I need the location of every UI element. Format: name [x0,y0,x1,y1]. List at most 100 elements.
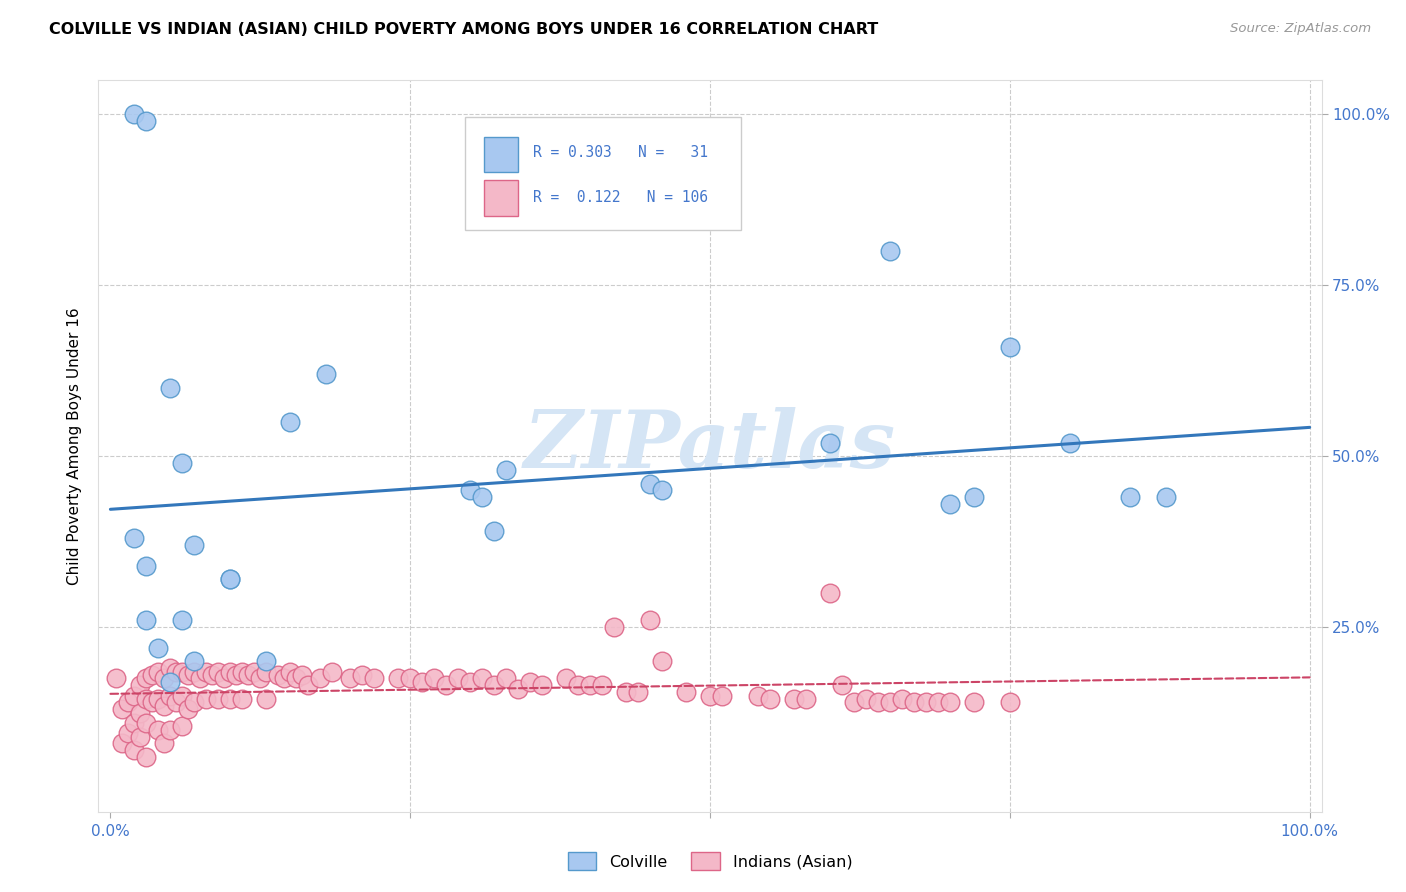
Point [903,695,925,709]
Point [243,665,266,679]
Point [638,613,661,627]
Point [711,689,734,703]
Point [963,695,986,709]
Point [141,668,163,682]
FancyBboxPatch shape [465,117,741,230]
Point [124,715,146,730]
Point [267,668,290,682]
Point [219,572,242,586]
Point [172,613,194,627]
Point [352,668,374,682]
Point [555,672,578,686]
Point [831,678,853,692]
Point [963,490,986,504]
Point [231,692,253,706]
Point [124,743,146,757]
Point [117,695,139,709]
Point [759,692,782,706]
Point [129,730,152,744]
Point [135,750,157,764]
Point [135,114,157,128]
Point [135,613,157,627]
Point [434,678,457,692]
Point [411,674,433,689]
Point [482,524,505,539]
Point [153,736,176,750]
Point [291,668,314,682]
Point [321,665,343,679]
Point [519,674,541,689]
Point [135,672,157,686]
Y-axis label: Child Poverty Among Boys Under 16: Child Poverty Among Boys Under 16 [67,307,83,585]
Point [214,672,236,686]
Point [172,456,194,470]
Point [939,497,962,511]
Point [148,665,170,679]
Point [998,695,1021,709]
Point [818,586,841,600]
Point [207,665,229,679]
Point [818,435,841,450]
Point [939,695,962,709]
Point [603,620,626,634]
Point [471,672,494,686]
Point [531,678,554,692]
Point [458,483,481,498]
Point [124,689,146,703]
Point [363,672,385,686]
Point [159,689,181,703]
Text: R =  0.122   N = 106: R = 0.122 N = 106 [533,190,707,205]
Point [638,476,661,491]
Point [998,340,1021,354]
Point [172,689,194,703]
Point [124,107,146,121]
Point [627,685,650,699]
Point [159,661,181,675]
Point [159,674,181,689]
Point [219,665,242,679]
Point [482,678,505,692]
Point [495,672,517,686]
Point [183,654,205,668]
Point [129,706,152,720]
Point [399,672,422,686]
Point [297,678,319,692]
Point [159,723,181,737]
Point [273,672,295,686]
Point [579,678,602,692]
Point [135,692,157,706]
Point [339,672,361,686]
Point [148,723,170,737]
Point [201,668,224,682]
Point [879,695,901,709]
Point [183,538,205,552]
Point [855,692,877,706]
Point [148,692,170,706]
Point [219,572,242,586]
Point [495,463,517,477]
Point [111,736,134,750]
Point [651,654,673,668]
Point [1154,490,1177,504]
Point [794,692,817,706]
Point [135,715,157,730]
Point [783,692,806,706]
Point [153,698,176,713]
Point [117,726,139,740]
Point [148,640,170,655]
Point [177,702,200,716]
Text: ZIPatlas: ZIPatlas [524,408,896,484]
Text: Source: ZipAtlas.com: Source: ZipAtlas.com [1230,22,1371,36]
Point [249,672,271,686]
Point [111,702,134,716]
Point [183,665,205,679]
Point [651,483,673,498]
Text: COLVILLE VS INDIAN (ASIAN) CHILD POVERTY AMONG BOYS UNDER 16 CORRELATION CHART: COLVILLE VS INDIAN (ASIAN) CHILD POVERTY… [49,22,879,37]
Point [278,665,301,679]
Point [183,695,205,709]
Point [447,672,470,686]
Point [225,668,247,682]
Legend: Colville, Indians (Asian): Colville, Indians (Asian) [561,846,859,877]
Point [675,685,697,699]
Point [278,415,301,429]
